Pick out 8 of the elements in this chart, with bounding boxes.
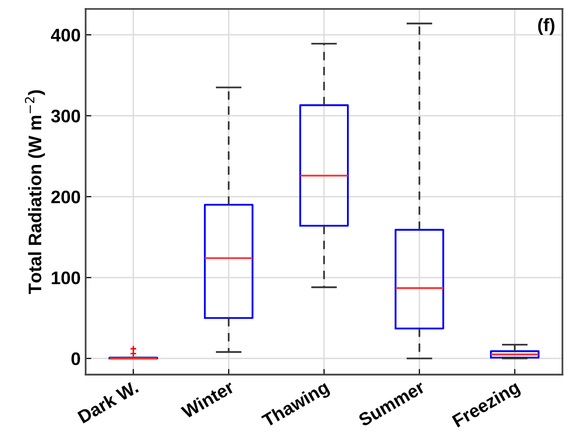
y-tick-label: 300 [51,110,80,122]
y-axis-title: Total Radiation (W m$^{−2}$) [24,90,45,294]
y-tick-label: 0 [71,352,80,366]
annotation: (f) [538,18,554,35]
y-tick-label: 100 [52,271,80,284]
y-tick-label: 200 [51,190,80,204]
y-tick-label: 400 [50,28,80,42]
x-tick-label: Dark W. [77,380,139,424]
